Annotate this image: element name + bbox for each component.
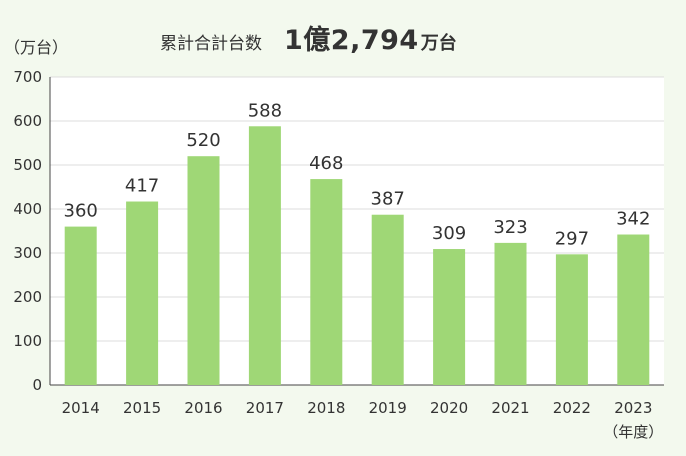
x-axis-unit-label: （年度）	[603, 423, 663, 441]
x-tick-label-2022: 2022	[553, 399, 591, 417]
bar-2016	[187, 156, 220, 385]
y-tick-label: 400	[13, 200, 42, 218]
data-label-2019: 387	[371, 189, 405, 210]
y-tick-label: 300	[13, 244, 42, 262]
x-tick-label-2017: 2017	[246, 399, 284, 417]
y-tick-label: 500	[13, 156, 42, 174]
data-label-2018: 468	[309, 153, 343, 174]
data-label-2017: 588	[248, 100, 282, 121]
x-tick-label-2021: 2021	[491, 399, 529, 417]
x-tick-label-2019: 2019	[369, 399, 407, 417]
y-tick-label: 700	[13, 68, 42, 86]
y-tick-label: 100	[13, 332, 42, 350]
y-tick-label: 0	[32, 376, 42, 394]
bar-2015	[126, 201, 159, 385]
total-summary: 累計合計台数 1億2,794 万台	[160, 18, 457, 57]
x-tick-label-2018: 2018	[307, 399, 345, 417]
x-tick-label-2023: 2023	[614, 399, 652, 417]
bar-2021	[494, 242, 527, 385]
bar-2023	[617, 234, 650, 385]
bar-2022	[555, 254, 588, 385]
y-tick-label: 200	[13, 288, 42, 306]
x-tick-label-2020: 2020	[430, 399, 468, 417]
data-label-2016: 520	[186, 130, 220, 151]
x-tick-label-2014: 2014	[62, 399, 100, 417]
bar-2018	[310, 179, 343, 385]
y-axis-unit-label: （万台）	[4, 38, 69, 57]
y-tick-label: 600	[13, 112, 42, 130]
bar-2019	[371, 214, 404, 385]
total-label: 累計合計台数	[160, 34, 262, 54]
x-tick-label-2016: 2016	[184, 399, 222, 417]
data-label-2023: 342	[616, 209, 650, 230]
data-label-2014: 360	[64, 201, 98, 222]
bar-2014	[64, 226, 97, 385]
x-tick-label-2015: 2015	[123, 399, 161, 417]
bar-2017	[248, 126, 281, 385]
data-label-2022: 297	[555, 228, 589, 249]
data-label-2021: 323	[493, 217, 527, 238]
total-value: 1億2,794	[284, 25, 419, 56]
data-label-2015: 417	[125, 176, 159, 197]
bar-2020	[433, 249, 466, 385]
total-unit: 万台	[420, 33, 457, 54]
data-label-2020: 309	[432, 223, 466, 244]
